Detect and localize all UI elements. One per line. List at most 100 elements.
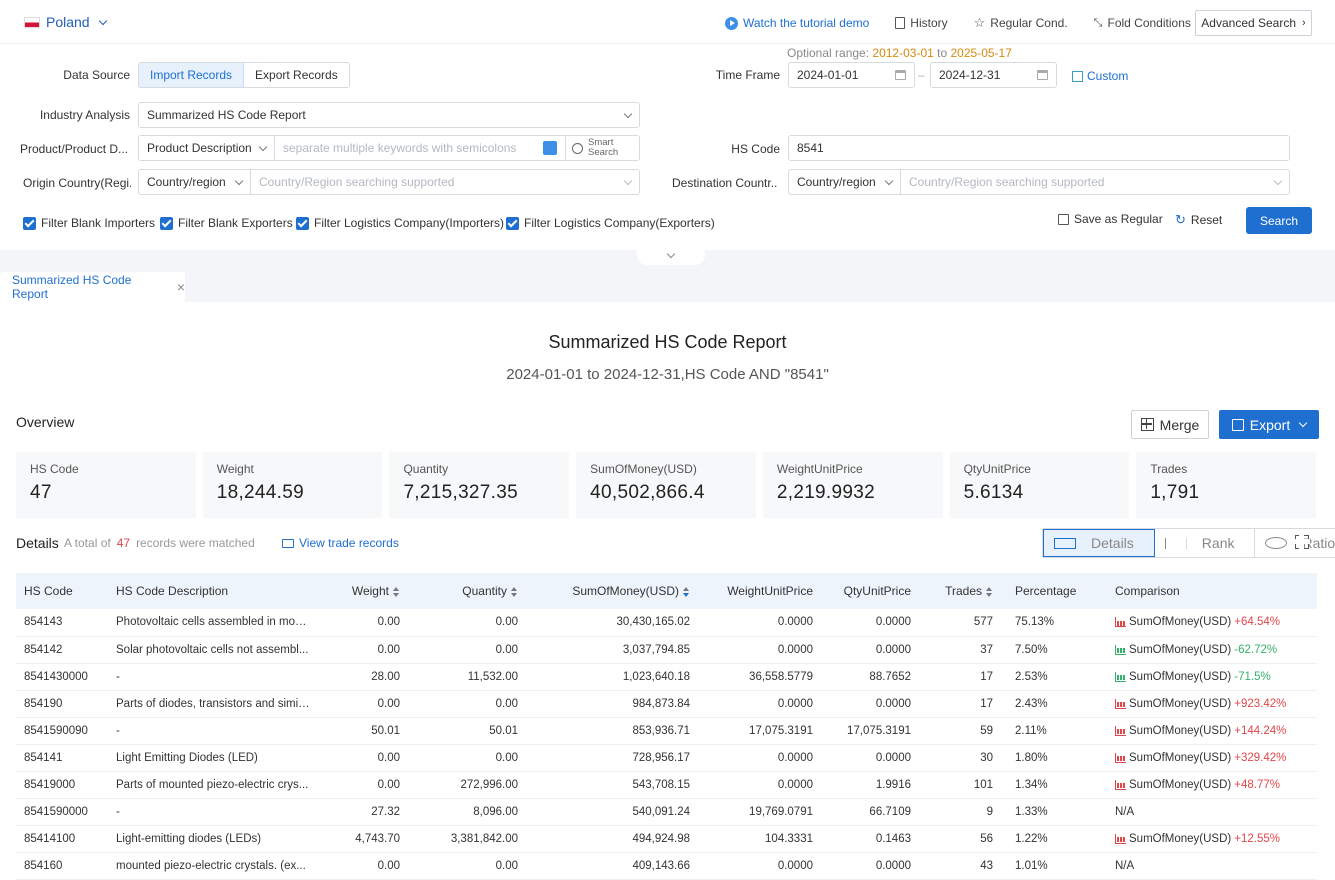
cell-hs-code: 8541590000 xyxy=(16,798,108,826)
cell-trades: 9 xyxy=(919,798,1001,826)
col-weight[interactable]: Weight xyxy=(318,573,408,609)
filter-logistics-exporters-checkbox[interactable]: Filter Logistics Company(Exporters) xyxy=(506,216,715,230)
export-button[interactable]: Export xyxy=(1219,410,1319,439)
history-link[interactable]: History xyxy=(895,16,948,30)
col-quantity[interactable]: Quantity xyxy=(408,573,526,609)
cell-qty-unit-price: 0.0000 xyxy=(821,744,919,772)
origin-input[interactable]: Country/Region searching supported xyxy=(250,169,640,195)
fold-conditions-link[interactable]: ⤡ Fold Conditions xyxy=(1094,16,1191,30)
stat-card-trades: Trades 1,791 xyxy=(1136,452,1317,518)
hs-code-input[interactable]: 8541 xyxy=(788,135,1290,161)
reset-button[interactable]: ↻ Reset xyxy=(1175,212,1222,228)
sort-icon xyxy=(393,586,400,597)
search-button[interactable]: Search xyxy=(1246,207,1312,234)
stat-value: 47 xyxy=(30,482,52,503)
country-selector[interactable]: Poland xyxy=(24,14,107,30)
cell-sum-of-money: 853,936.71 xyxy=(526,717,698,745)
table-row[interactable]: 854141 Light Emitting Diodes (LED) 0.00 0.0… xyxy=(16,744,1317,772)
destination-type-select[interactable]: Country/region xyxy=(788,169,901,195)
chevron-down-icon xyxy=(234,176,244,185)
cell-quantity: 0.00 xyxy=(408,852,526,880)
date-from-input[interactable]: 2024-01-01 xyxy=(788,62,915,88)
col-qty-unit-price: QtyUnitPrice xyxy=(843,584,911,598)
table-row[interactable]: 8541430000-28.00 11,532.00 1,023,640.18 36,… xyxy=(16,663,1317,691)
stat-card-hs-code: HS Code 47 xyxy=(16,452,196,518)
view-rank-button[interactable]: Rank xyxy=(1155,529,1256,557)
table-row[interactable]: 854142 Solar photovoltaic cells not assem… xyxy=(16,636,1317,664)
stat-value: 7,215,327.35 xyxy=(403,482,518,503)
chevron-right-icon: › xyxy=(1302,17,1306,29)
col-comparison: Comparison xyxy=(1115,584,1180,598)
trend-down-chart-icon xyxy=(1115,671,1126,682)
image-search-icon[interactable] xyxy=(543,141,557,155)
product-type-select[interactable]: Product Description xyxy=(138,135,275,161)
cell-percentage: 2.53% xyxy=(1001,663,1107,691)
industry-analysis-select[interactable]: Summarized HS Code Report xyxy=(138,102,640,128)
comparison-change: +923.42% xyxy=(1234,697,1287,710)
collapse-toggle[interactable] xyxy=(637,249,705,265)
save-as-regular-button[interactable]: Save as Regular xyxy=(1058,212,1163,226)
top-bar: Poland Watch the tutorial demo History ☆… xyxy=(0,0,1335,44)
stat-label: Quantity xyxy=(403,462,449,476)
tab-summarized-hs-code-report[interactable]: Summarized HS Code Report × xyxy=(0,272,185,302)
cell-weight-unit-price: 104.3331 xyxy=(698,825,821,853)
col-trades[interactable]: Trades xyxy=(919,573,1001,609)
keyword-input[interactable]: separate multiple keywords with semicolo… xyxy=(274,135,566,161)
cell-weight: 28.00 xyxy=(318,663,408,691)
view-ratio-button[interactable]: Ratio▼ xyxy=(1255,529,1335,557)
cell-trades: 30 xyxy=(919,744,1001,772)
cell-quantity: 8,096.00 xyxy=(408,798,526,826)
date-to-input[interactable]: 2024-12-31 xyxy=(930,62,1057,88)
filter-blank-importers-checkbox[interactable]: Filter Blank Importers xyxy=(23,216,155,230)
report-title: Summarized HS Code Report xyxy=(548,332,787,352)
cell-percentage: 2.43% xyxy=(1001,690,1107,718)
table-row[interactable]: 854143 Photovoltaic cells assembled in mo… xyxy=(16,609,1317,637)
cell-description: Solar photovoltaic cells not assembl... xyxy=(108,636,318,664)
view-trade-records-link[interactable]: View trade records xyxy=(282,536,399,550)
cell-comparison: SumOfMoney(USD) +48.77% xyxy=(1107,771,1317,799)
cell-hs-code: 854141 xyxy=(16,744,108,772)
checkbox-checked-icon xyxy=(296,216,309,230)
comparison-label: SumOfMoney(USD) xyxy=(1129,616,1232,629)
stat-value: 5.6134 xyxy=(963,482,1024,503)
cell-percentage: 1.34% xyxy=(1001,771,1107,799)
advanced-search-button[interactable]: Advanced Search › xyxy=(1195,10,1312,36)
smart-search-button[interactable]: Smart Search xyxy=(565,135,640,161)
cell-comparison: N/A xyxy=(1107,852,1317,880)
custom-link[interactable]: Custom xyxy=(1072,69,1128,83)
fullscreen-icon[interactable] xyxy=(1294,534,1310,550)
comparison-value: SumOfMoney(USD) -71.5% xyxy=(1115,671,1309,683)
regular-cond-link[interactable]: ☆ Regular Cond. xyxy=(974,15,1068,31)
table-row[interactable]: 8541590090-50.01 50.01 853,936.71 17,075.31… xyxy=(16,717,1317,745)
view-details-button[interactable]: Details xyxy=(1043,529,1155,557)
table-row[interactable]: 85414100 Light-emitting diodes (LEDs) 4,74… xyxy=(16,825,1317,853)
cell-comparison: SumOfMoney(USD) -62.72% xyxy=(1107,636,1317,664)
cell-sum-of-money: 409,143.66 xyxy=(526,852,698,880)
cell-description: - xyxy=(108,663,318,691)
hs-code-value: 8541 xyxy=(797,141,824,155)
table-header-row: HS Code HS Code Description Weight Quant… xyxy=(16,573,1317,609)
destination-input[interactable]: Country/Region searching supported xyxy=(900,169,1290,195)
records-matched-text: A total of 47 records were matched xyxy=(64,536,255,550)
export-records-option[interactable]: Export Records xyxy=(255,68,338,82)
tutorial-link[interactable]: Watch the tutorial demo xyxy=(725,16,869,30)
import-records-option[interactable]: Import Records xyxy=(139,63,245,87)
comparison-value: N/A xyxy=(1115,806,1309,818)
checkbox-checked-icon xyxy=(160,216,173,230)
table-row[interactable]: 85419000 Parts of mounted piezo-electric … xyxy=(16,771,1317,799)
merge-button[interactable]: Merge xyxy=(1131,410,1209,439)
table-row[interactable]: 854160 mounted piezo-electric crystals. (… xyxy=(16,852,1317,880)
close-icon[interactable]: × xyxy=(176,279,185,295)
origin-type-select[interactable]: Country/region xyxy=(138,169,251,195)
filter-blank-exporters-checkbox[interactable]: Filter Blank Exporters xyxy=(160,216,293,230)
history-icon xyxy=(895,17,906,29)
filter-logistics-importers-checkbox[interactable]: Filter Logistics Company(Importers) xyxy=(296,216,504,230)
table-row[interactable]: 854190 Parts of diodes, transistors and s… xyxy=(16,690,1317,718)
cell-weight-unit-price: 19,769.0791 xyxy=(698,798,821,826)
comparison-change: +64.54% xyxy=(1234,616,1280,629)
table-row[interactable]: 8541590000-27.32 8,096.00 540,091.24 19,769… xyxy=(16,798,1317,826)
cell-comparison: SumOfMoney(USD) +12.55% xyxy=(1107,825,1317,853)
destination-placeholder: Country/Region searching supported xyxy=(909,175,1105,189)
col-sum-of-money[interactable]: SumOfMoney(USD) xyxy=(526,573,698,609)
cell-comparison: SumOfMoney(USD) +64.54% xyxy=(1107,609,1317,637)
